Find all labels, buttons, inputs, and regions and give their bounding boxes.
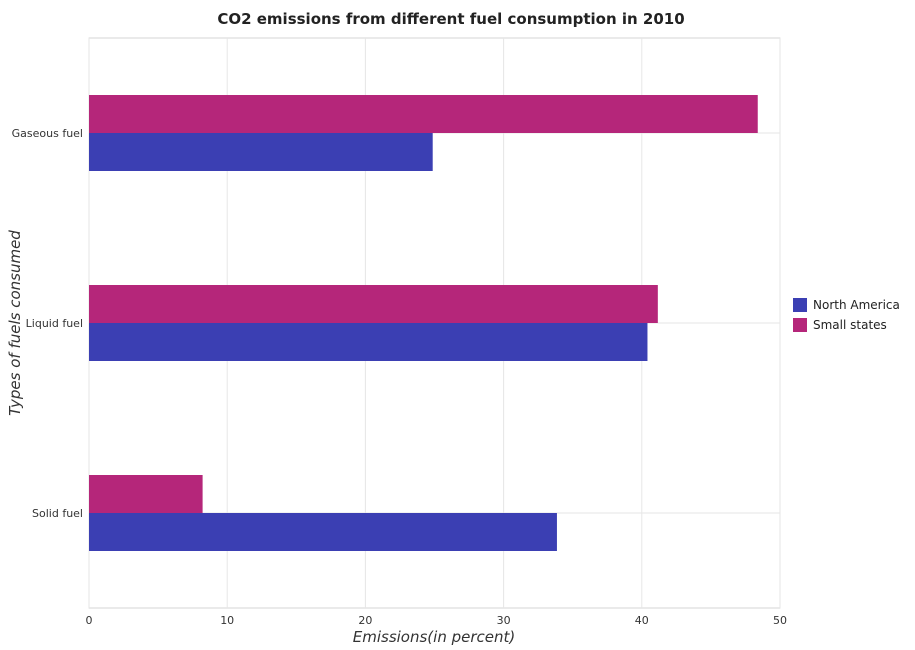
y-tick-label: Solid fuel <box>32 507 83 520</box>
bar-north-america <box>89 323 648 361</box>
bar-small-states <box>89 285 658 323</box>
bars <box>89 95 758 551</box>
legend-label: North America <box>813 298 900 312</box>
legend-swatch <box>793 298 807 312</box>
x-ticks: 0 10 20 30 40 50 <box>86 614 788 627</box>
bar-north-america <box>89 133 433 171</box>
legend: North America Small states <box>793 298 900 332</box>
x-tick-label: 10 <box>220 614 234 627</box>
y-tick-label: Liquid fuel <box>26 317 83 330</box>
y-tick-label: Gaseous fuel <box>12 127 83 140</box>
bar-small-states <box>89 95 758 133</box>
legend-swatch <box>793 318 807 332</box>
bar-small-states <box>89 475 203 513</box>
x-tick-label: 20 <box>358 614 372 627</box>
x-tick-label: 0 <box>86 614 93 627</box>
y-ticks: Gaseous fuel Liquid fuel Solid fuel <box>12 127 83 520</box>
y-axis-label: Types of fuels consumed <box>6 230 24 416</box>
x-axis-label: Emissions(in percent) <box>353 628 515 646</box>
chart-title: CO2 emissions from different fuel consum… <box>217 10 684 28</box>
bar-north-america <box>89 513 557 551</box>
x-tick-label: 30 <box>497 614 511 627</box>
legend-label: Small states <box>813 318 887 332</box>
x-tick-label: 50 <box>773 614 787 627</box>
x-tick-label: 40 <box>635 614 649 627</box>
